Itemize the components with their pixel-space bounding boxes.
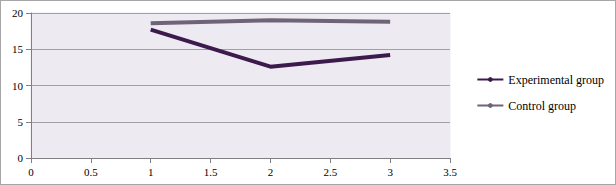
svg-text:1.5: 1.5 xyxy=(204,166,218,178)
svg-text:2: 2 xyxy=(268,166,274,178)
svg-text:Control group: Control group xyxy=(508,99,576,113)
svg-text:10: 10 xyxy=(12,80,24,92)
svg-text:Experimental group: Experimental group xyxy=(508,73,604,87)
svg-text:0: 0 xyxy=(28,166,34,178)
svg-text:3: 3 xyxy=(387,166,393,178)
svg-text:3.5: 3.5 xyxy=(443,166,457,178)
svg-text:2.5: 2.5 xyxy=(323,166,337,178)
svg-text:0: 0 xyxy=(18,152,24,164)
svg-text:15: 15 xyxy=(12,43,24,55)
svg-text:0.5: 0.5 xyxy=(84,166,98,178)
svg-text:1: 1 xyxy=(148,166,154,178)
svg-text:20: 20 xyxy=(12,7,24,19)
svg-text:5: 5 xyxy=(18,116,24,128)
